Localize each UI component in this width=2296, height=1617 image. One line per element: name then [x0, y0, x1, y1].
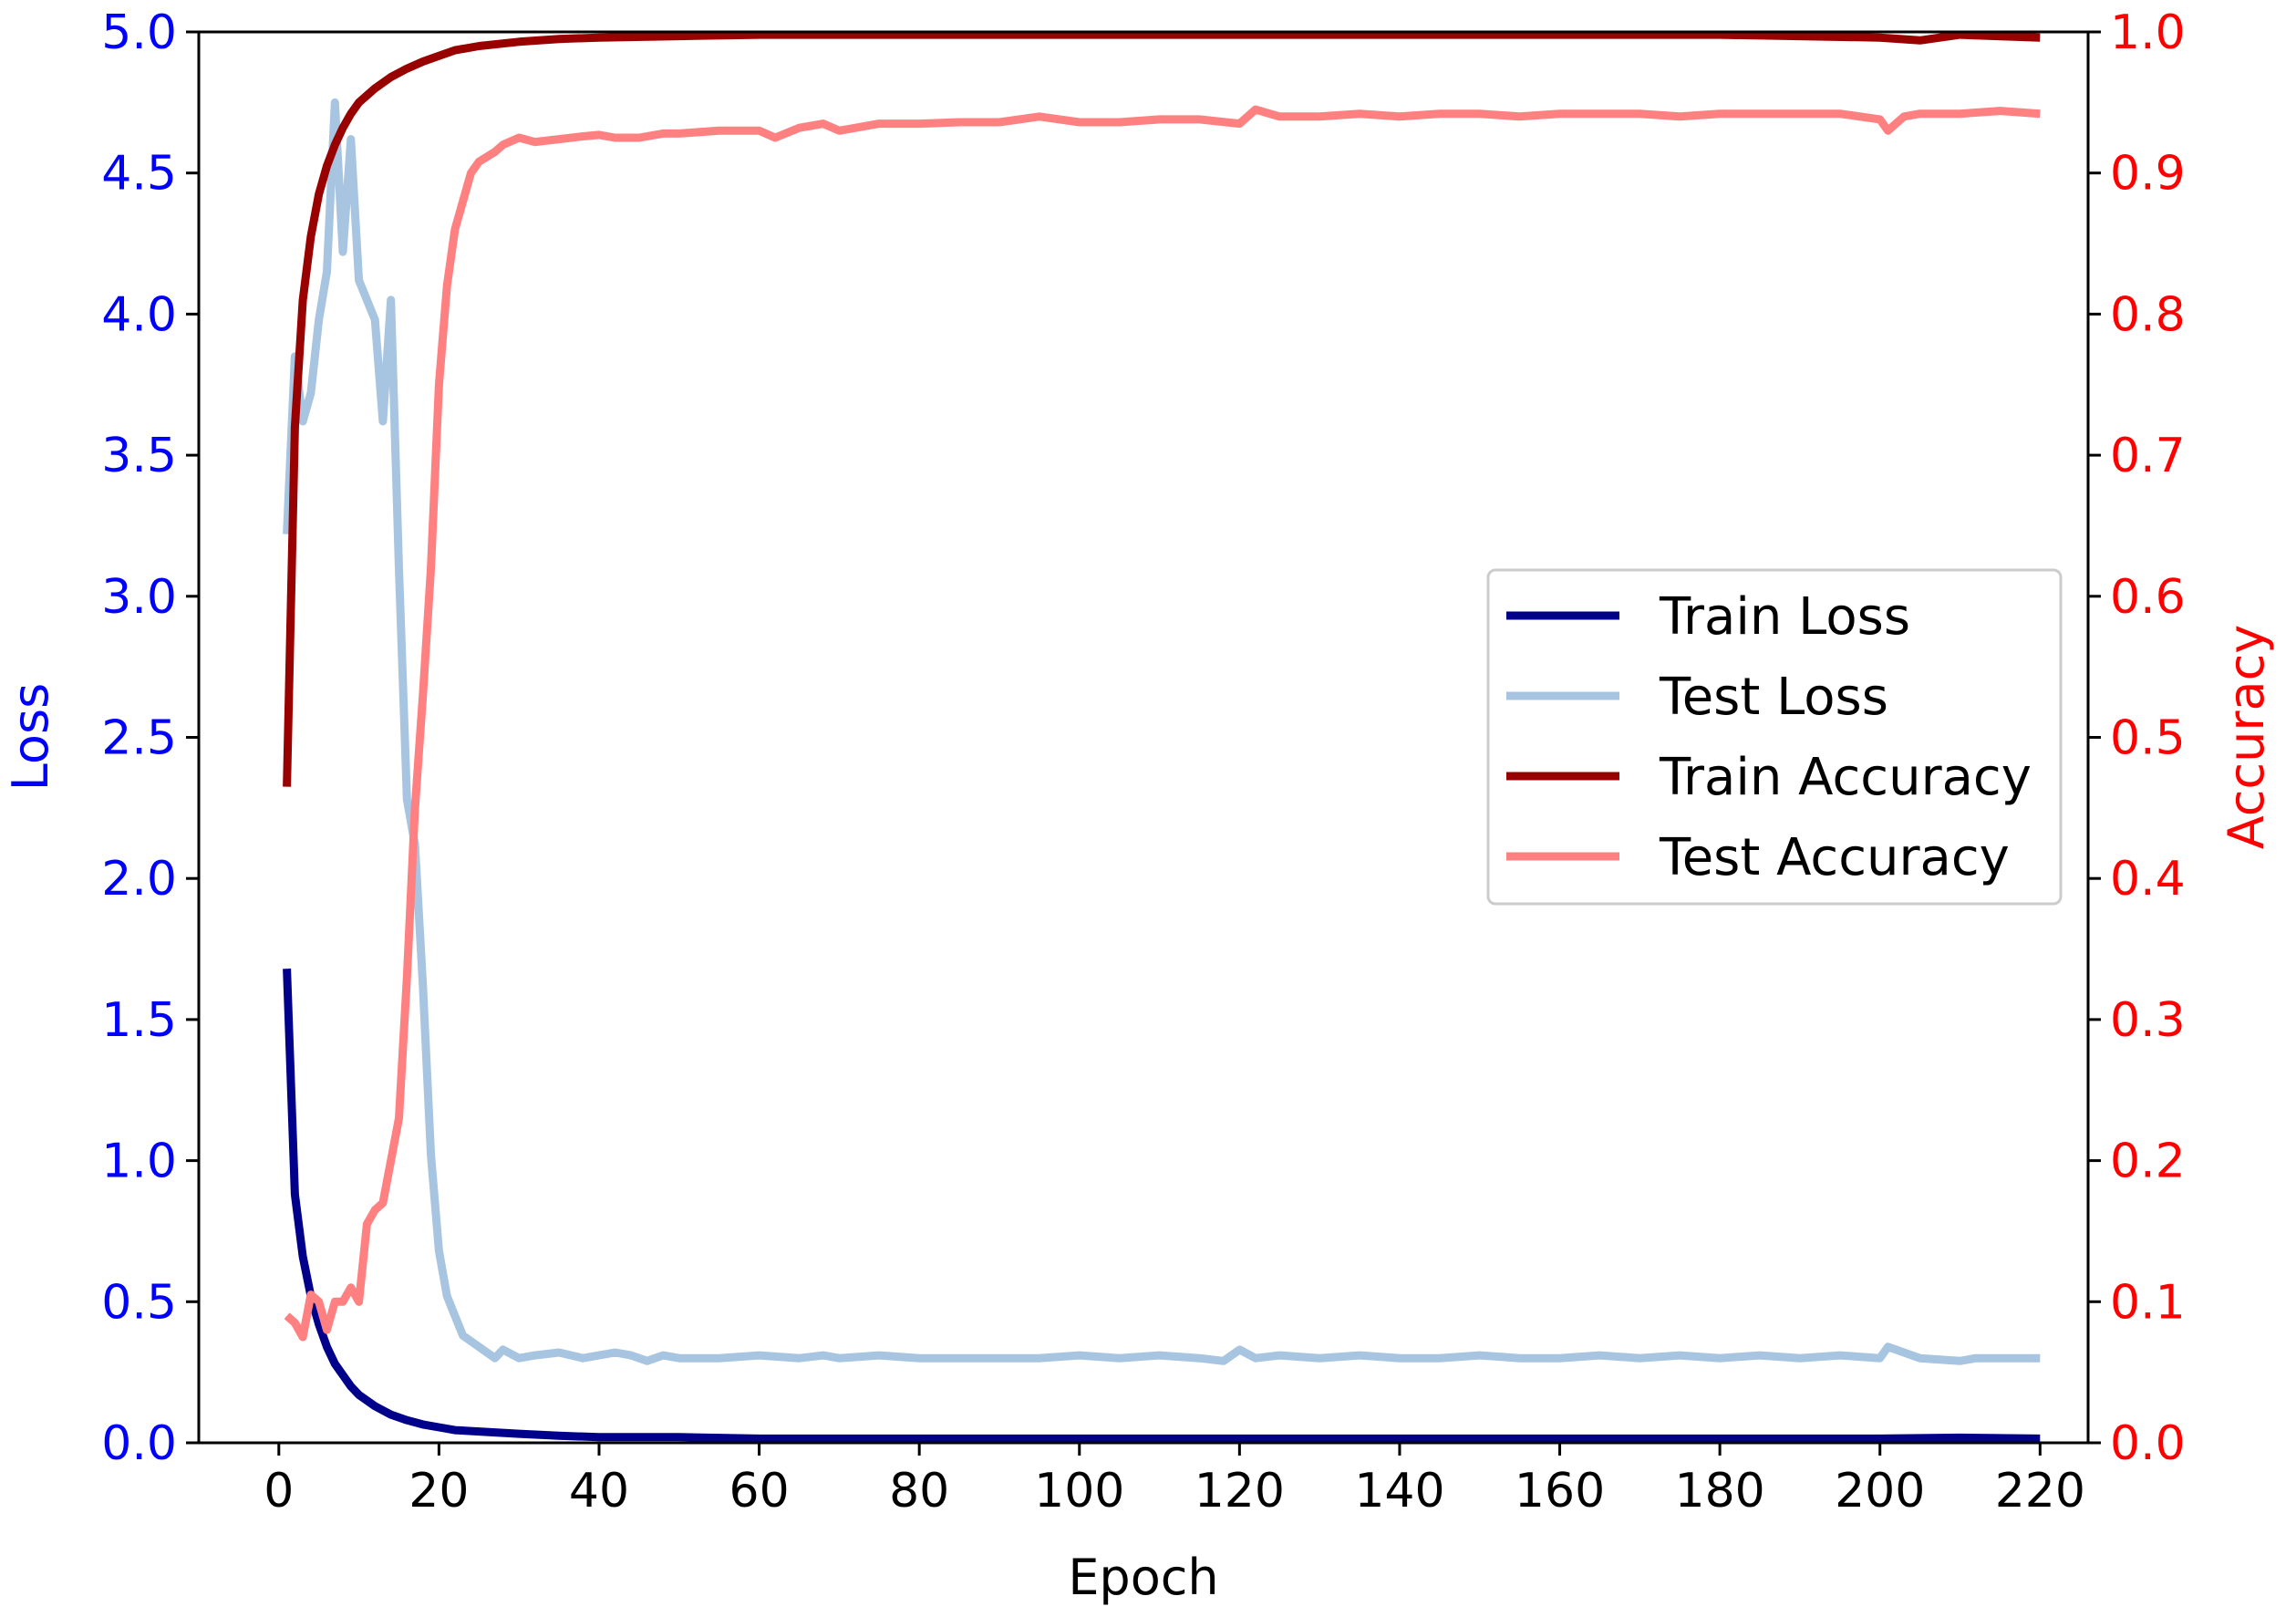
series-layer	[283, 30, 2041, 1443]
x-tick-label: 200	[1835, 1464, 1925, 1519]
legend-label: Test Accuracy	[1659, 828, 2010, 887]
y-left-tick-label: 1.0	[101, 1135, 177, 1189]
y-right-tick-label: 0.2	[2110, 1135, 2186, 1189]
y-left-tick-label: 4.0	[101, 287, 177, 342]
y-right-tick-label: 1.0	[2110, 5, 2186, 60]
y-right-tick-label: 0.5	[2110, 711, 2186, 766]
x-axis: 0 20 40 60 80 100 120 140 160 180 200 220	[264, 1443, 2085, 1519]
x-tick-label: 20	[409, 1464, 469, 1519]
x-tick-label: 160	[1515, 1464, 1605, 1519]
y-right-tick-label: 0.0	[2110, 1416, 2186, 1471]
series-line-train-accuracy	[283, 30, 2041, 787]
y-left-tick-label: 3.0	[101, 570, 177, 625]
x-tick-label: 220	[1995, 1464, 2085, 1519]
x-tick-label: 0	[264, 1464, 294, 1519]
y-axis-right: 0.0 0.1 0.2 0.3 0.4 0.5 0.6 0.7 0.8 0.9 1.0	[2088, 5, 2186, 1471]
x-tick-label: 80	[889, 1464, 949, 1519]
y-left-tick-label: 0.0	[101, 1416, 177, 1471]
x-tick-label: 60	[729, 1464, 789, 1519]
x-tick-label: 140	[1354, 1464, 1444, 1519]
series-line-test-loss	[283, 98, 2041, 1365]
y-left-tick-label: 2.0	[101, 852, 177, 907]
series-line-train-loss	[283, 969, 2041, 1443]
x-tick-label: 180	[1675, 1464, 1765, 1519]
legend: Train Loss Test Loss Train Accuracy Test Ac…	[1486, 568, 2063, 906]
y-axis-left-title: Loss	[2, 683, 59, 791]
y-right-tick-label: 0.6	[2110, 570, 2186, 625]
y-left-tick-label: 1.5	[101, 993, 177, 1048]
y-right-tick-label: 0.1	[2110, 1275, 2186, 1330]
x-tick-label: 40	[569, 1464, 629, 1519]
y-left-tick-label: 0.5	[101, 1275, 177, 1330]
y-right-tick-label: 0.8	[2110, 287, 2186, 342]
y-left-tick-label: 3.5	[101, 429, 177, 483]
legend-box	[1486, 568, 2063, 906]
x-axis-title: Epoch	[1068, 1549, 1218, 1606]
x-tick-label: 120	[1195, 1464, 1285, 1519]
y-right-tick-label: 0.9	[2110, 147, 2186, 202]
x-tick-label: 100	[1034, 1464, 1124, 1519]
y-right-tick-label: 0.3	[2110, 993, 2186, 1048]
y-left-tick-label: 5.0	[101, 5, 177, 60]
y-left-tick-label: 2.5	[101, 711, 177, 766]
y-axis-right-title: Accuracy	[2218, 625, 2275, 850]
legend-label: Train Accuracy	[1659, 748, 2032, 807]
y-left-tick-label: 4.5	[101, 147, 177, 202]
y-axis-left: 0.0 0.5 1.0 1.5 2.0 2.5 3.0 3.5 4.0 4.5 5.0	[101, 5, 199, 1471]
legend-label: Train Loss	[1659, 587, 1910, 647]
y-right-tick-label: 0.7	[2110, 429, 2186, 483]
y-right-tick-label: 0.4	[2110, 852, 2186, 907]
series-line-test-accuracy	[284, 105, 2041, 1342]
legend-label: Test Loss	[1659, 668, 1888, 727]
